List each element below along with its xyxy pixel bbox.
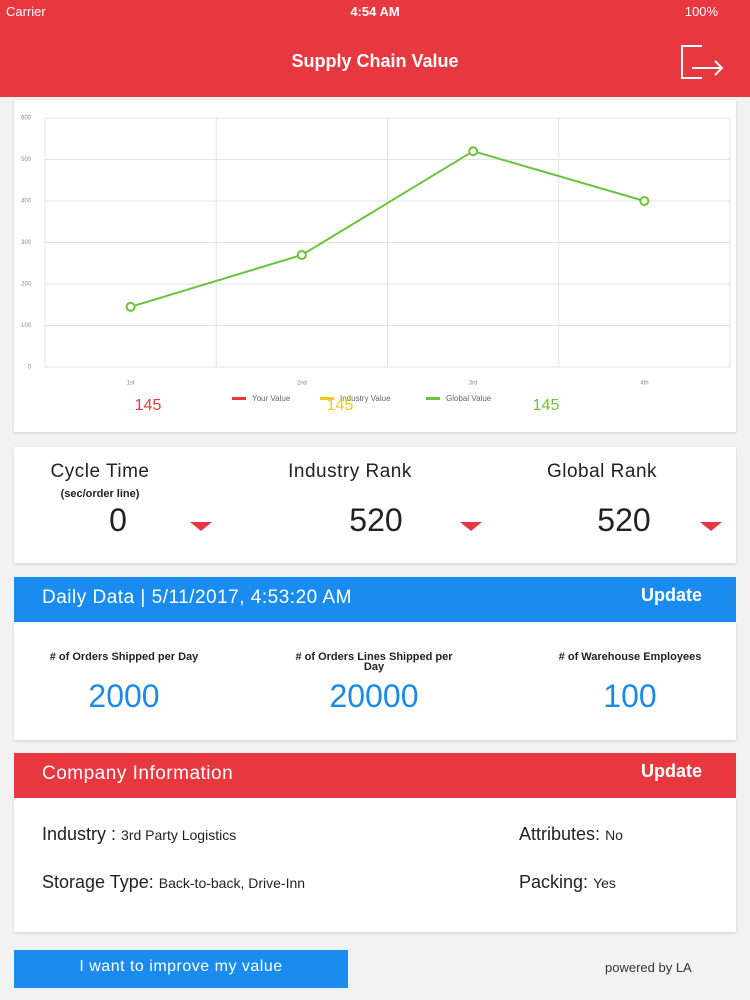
rank-value: 520 bbox=[349, 502, 403, 538]
rank-title: Industry Rank bbox=[288, 461, 412, 482]
point bbox=[468, 146, 479, 157]
rank-title: Cycle Time bbox=[50, 461, 150, 482]
summary-value: 145 bbox=[135, 397, 162, 414]
point bbox=[296, 249, 307, 260]
legend-label: Industry Value bbox=[340, 394, 391, 403]
point bbox=[639, 196, 650, 206]
summary-value: 145 bbox=[327, 397, 354, 414]
company-update[interactable]: Update bbox=[640, 761, 702, 781]
x-tick-label: 4th bbox=[640, 381, 648, 387]
credit: powered by LA bbox=[605, 960, 692, 975]
field: Attributes: No bbox=[519, 824, 623, 845]
battery: 100% bbox=[684, 4, 718, 19]
metric-label: # of Warehouse Employees bbox=[558, 651, 702, 663]
field-label: Industry : bbox=[42, 824, 117, 844]
y-tick-label: 300 bbox=[21, 240, 32, 246]
time: 4:54 AM bbox=[350, 4, 400, 19]
field: Industry : 3rd Party Logistics bbox=[42, 824, 236, 845]
legend-label: Global Value bbox=[446, 394, 492, 403]
field-value: Back-to-back, Drive-Inn bbox=[158, 875, 306, 891]
field-label: Storage Type: bbox=[42, 872, 154, 892]
field: Storage Type: Back-to-back, Drive-Inn bbox=[42, 872, 305, 893]
series-line bbox=[130, 150, 645, 308]
improve-button[interactable]: I want to improve my value bbox=[14, 950, 348, 988]
metric-value: 20000 bbox=[329, 678, 419, 714]
summary-value: 145 bbox=[533, 397, 560, 414]
company-card: Industry : 3rd Party Logistics Storage Ty… bbox=[14, 798, 736, 932]
field-label: Attributes: bbox=[519, 824, 601, 844]
rank-value: 520 bbox=[597, 502, 651, 538]
legend-label: Your Value bbox=[252, 394, 291, 403]
down-arrow bbox=[700, 522, 722, 531]
metric-value: 2000 bbox=[88, 678, 160, 714]
legend-swatch bbox=[426, 397, 440, 400]
daily-card: # of Orders Shipped per Day 2000 # of Orde… bbox=[14, 622, 736, 740]
y-tick-label: 400 bbox=[21, 199, 32, 205]
company-bar: Company Information Update bbox=[14, 753, 736, 798]
y-tick-label: 100 bbox=[21, 323, 32, 329]
chart-card: 0 100 200 300 400 500 600 1st 2nd 3rd 4th Your Valu… bbox=[14, 100, 736, 432]
point bbox=[125, 301, 136, 312]
carrier: Carrier bbox=[6, 4, 46, 19]
rank-title: Global Rank bbox=[546, 461, 658, 482]
rank-subtitle: (sec/order line) bbox=[60, 488, 140, 500]
field-label: Packing: bbox=[519, 872, 589, 892]
field-value: Yes bbox=[593, 875, 616, 891]
down-arrow bbox=[190, 522, 212, 531]
x-tick-label: 3rd bbox=[469, 381, 478, 387]
field-value: No bbox=[605, 827, 623, 843]
y-tick-label: 0 bbox=[28, 365, 32, 371]
field: Packing: Yes bbox=[519, 872, 616, 893]
x-tick-label: 1st bbox=[127, 381, 135, 387]
metric-value: 100 bbox=[603, 678, 657, 714]
legend-swatch bbox=[320, 397, 334, 400]
ranks-card: Cycle Time (sec/order line) 0 Industry Rank… bbox=[14, 447, 736, 563]
metric-label: # of Orders Lines Shipped per Day bbox=[295, 651, 453, 673]
rank-value: 0 bbox=[109, 502, 127, 538]
x-tick-label: 2nd bbox=[297, 381, 307, 387]
header: Carrier 4:54 AM 100% Supply Chain Value bbox=[0, 0, 750, 97]
y-tick-label: 500 bbox=[21, 157, 32, 163]
daily-bar: Daily Data | 5/11/2017, 4:53:20 AM Updat… bbox=[14, 577, 736, 622]
chart: 0 100 200 300 400 500 600 1st 2nd 3rd 4th Your Valu… bbox=[21, 116, 731, 414]
y-tick-label: 600 bbox=[21, 116, 32, 122]
company-title: Company Information bbox=[42, 763, 234, 784]
legend-swatch bbox=[232, 397, 246, 400]
daily-title: Daily Data | 5/11/2017, 4:53:20 AM bbox=[42, 587, 352, 608]
down-arrow bbox=[460, 522, 482, 531]
y-tick-label: 200 bbox=[21, 282, 32, 288]
logout-icon[interactable] bbox=[680, 44, 726, 80]
metric-label: # of Orders Shipped per Day bbox=[49, 651, 199, 663]
field-value: 3rd Party Logistics bbox=[121, 827, 237, 843]
daily-update[interactable]: Update bbox=[640, 585, 702, 605]
title: Supply Chain Value bbox=[291, 51, 459, 71]
